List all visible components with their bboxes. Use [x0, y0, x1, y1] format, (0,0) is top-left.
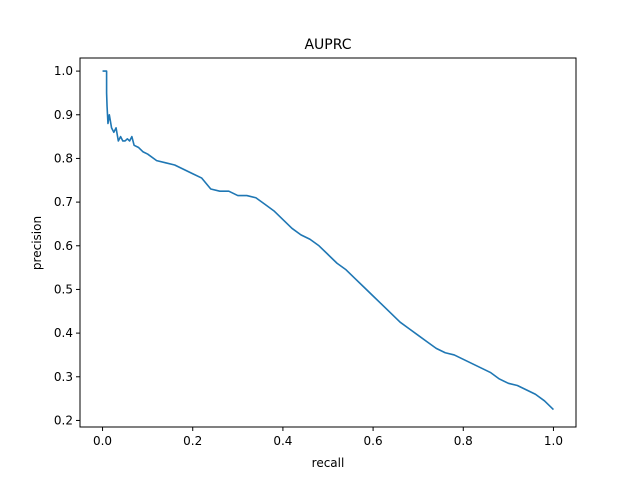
x-axis-label: recall [312, 456, 345, 470]
x-axis-ticks: 0.0 0.2 0.4 0.6 0.8 1.0 [93, 427, 563, 448]
chart-title: AUPRC [304, 37, 351, 53]
y-axis-label: precision [30, 216, 44, 270]
x-tick-label: 1.0 [544, 434, 563, 448]
plot-frame [79, 57, 577, 428]
plot-area [102, 70, 555, 411]
y-tick-label: 0.2 [54, 413, 73, 427]
y-tick-label: 0.8 [54, 151, 73, 165]
y-tick-label: 1.0 [54, 64, 73, 78]
x-tick-label: 0.6 [364, 434, 383, 448]
x-tick-label: 0.8 [454, 434, 473, 448]
y-tick-label: 0.7 [54, 195, 73, 209]
x-tick-label: 0.0 [93, 434, 112, 448]
y-tick-label: 0.4 [54, 326, 73, 340]
series-line-0 [102, 70, 555, 411]
x-tick-label: 0.4 [273, 434, 292, 448]
y-tick-label: 0.9 [54, 108, 73, 122]
x-tick-label: 0.2 [183, 434, 202, 448]
y-axis-ticks: 0.2 0.3 0.4 0.5 0.6 0.7 0.8 0.9 1.0 [54, 64, 80, 427]
y-tick-label: 0.6 [54, 239, 73, 253]
y-tick-label: 0.3 [54, 370, 73, 384]
y-tick-label: 0.5 [54, 282, 73, 296]
